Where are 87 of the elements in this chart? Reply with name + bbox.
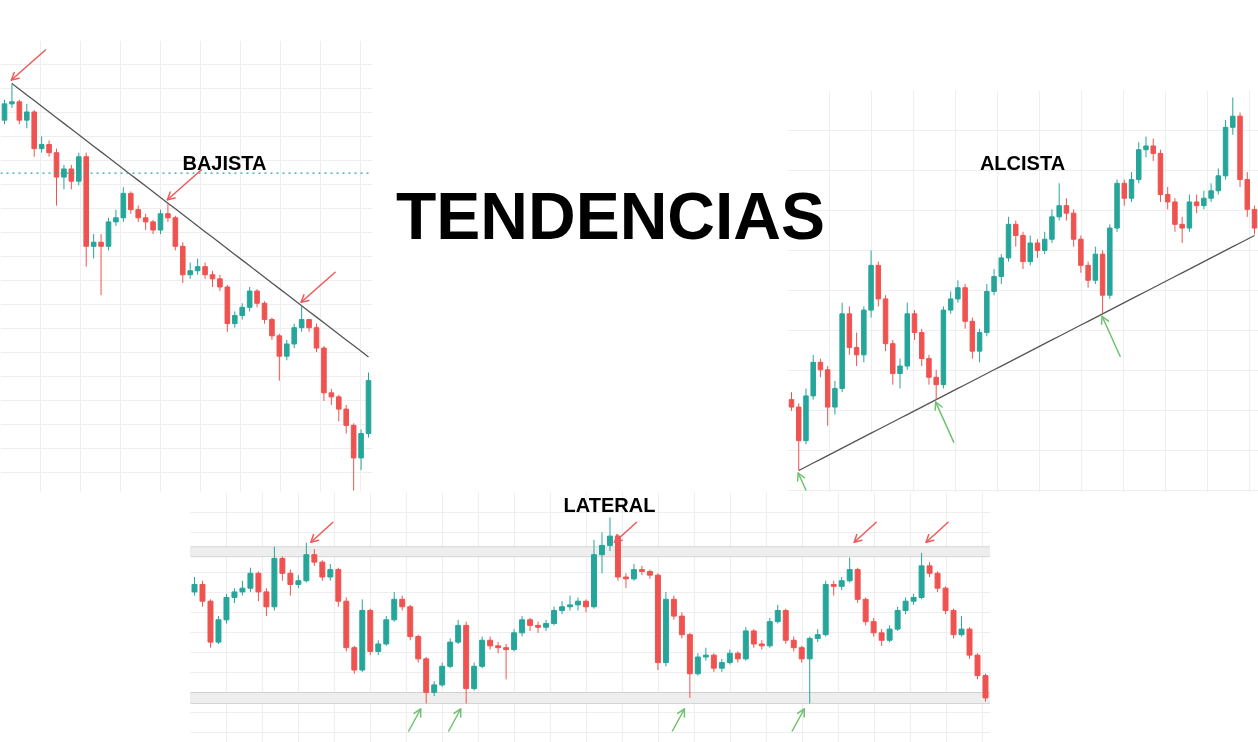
candlestick bbox=[246, 286, 253, 312]
candlestick bbox=[911, 309, 918, 341]
chart-title: LATERAL bbox=[563, 493, 656, 516]
candlestick bbox=[199, 580, 206, 608]
candlestick bbox=[415, 634, 422, 664]
candlestick bbox=[567, 595, 573, 611]
candlestick bbox=[551, 606, 558, 626]
candlestick bbox=[391, 591, 398, 623]
candlestick bbox=[455, 619, 462, 645]
candlestick bbox=[694, 652, 701, 677]
candlestick bbox=[16, 99, 23, 125]
candlestick bbox=[269, 317, 275, 341]
candlestick bbox=[774, 604, 781, 625]
candlestick bbox=[535, 621, 542, 634]
candlestick bbox=[98, 233, 104, 296]
candlestick bbox=[607, 517, 613, 552]
candlestick bbox=[254, 288, 260, 308]
candlestick bbox=[255, 570, 262, 602]
text: BAJISTA bbox=[182, 151, 267, 174]
candlestick bbox=[439, 662, 446, 688]
text: ALCISTA bbox=[979, 151, 1066, 174]
candlestick bbox=[503, 643, 510, 680]
candlestick bbox=[9, 83, 15, 109]
candlestick bbox=[23, 103, 30, 129]
candlestick bbox=[870, 617, 877, 638]
candlestick bbox=[247, 567, 254, 593]
candlestick bbox=[215, 615, 222, 645]
candlestick bbox=[287, 569, 294, 597]
candlestick bbox=[157, 209, 164, 235]
candlestick bbox=[862, 596, 869, 626]
candlestick bbox=[788, 391, 795, 412]
candlestick bbox=[335, 394, 342, 422]
candlestick bbox=[1230, 97, 1236, 136]
candlestick bbox=[622, 572, 629, 589]
candlestick bbox=[1, 99, 8, 125]
candlestick bbox=[583, 598, 589, 613]
candlestick bbox=[599, 531, 605, 574]
candlestick bbox=[1150, 138, 1156, 162]
candlestick bbox=[263, 587, 270, 617]
candlestick bbox=[1063, 197, 1070, 222]
candlestick bbox=[1027, 235, 1033, 266]
candlestick bbox=[1128, 171, 1135, 203]
candlestick bbox=[846, 556, 853, 584]
candlestick bbox=[1056, 182, 1062, 222]
candlestick bbox=[1034, 238, 1041, 259]
candlestick bbox=[46, 139, 52, 158]
candlestick bbox=[958, 615, 965, 638]
candlestick bbox=[559, 600, 566, 615]
candlestick bbox=[853, 331, 860, 367]
candlestick bbox=[343, 404, 350, 435]
candlestick bbox=[298, 305, 305, 333]
candlestick bbox=[710, 652, 717, 673]
candlestick bbox=[955, 279, 961, 304]
candlestick bbox=[68, 164, 75, 190]
candlestick bbox=[806, 636, 813, 704]
candlestick bbox=[471, 662, 478, 691]
candlestick bbox=[702, 647, 709, 662]
candlestick bbox=[1251, 205, 1258, 235]
candlestick bbox=[678, 611, 685, 639]
candlestick bbox=[638, 565, 645, 576]
candlestick bbox=[351, 645, 358, 675]
candlestick bbox=[670, 595, 677, 621]
candlestick bbox=[90, 233, 97, 260]
candlestick bbox=[750, 628, 757, 649]
candlestick bbox=[487, 636, 494, 651]
candlestick bbox=[527, 617, 534, 632]
candlestick bbox=[283, 339, 290, 361]
candlestick bbox=[1121, 179, 1128, 207]
candlestick bbox=[511, 628, 518, 652]
candlestick bbox=[276, 333, 283, 382]
candlestick bbox=[897, 358, 903, 389]
candlestick bbox=[279, 556, 286, 582]
candlestick bbox=[1143, 136, 1149, 158]
candlestick bbox=[575, 596, 581, 611]
candlestick bbox=[519, 615, 526, 638]
candlestick bbox=[495, 641, 502, 654]
candlestick bbox=[291, 323, 298, 349]
candlestick bbox=[934, 570, 941, 593]
candlestick bbox=[191, 576, 198, 597]
candlestick bbox=[947, 290, 954, 315]
candlestick bbox=[1193, 193, 1200, 214]
candlestick bbox=[976, 328, 983, 363]
candlestick bbox=[313, 323, 320, 353]
text: TENDENCIAS bbox=[395, 178, 826, 253]
candlestick bbox=[319, 559, 326, 582]
candlestick bbox=[165, 203, 171, 223]
candlestick bbox=[543, 619, 550, 632]
